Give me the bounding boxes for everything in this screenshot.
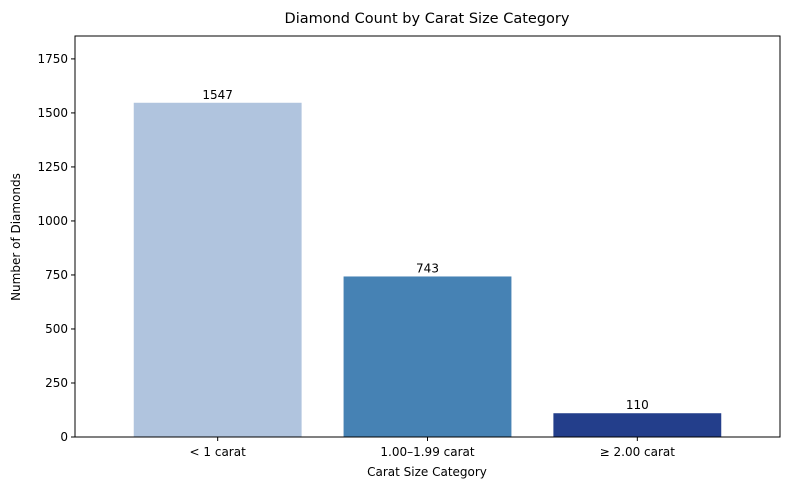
- bars-group: 1547 743 110: [133, 88, 722, 437]
- y-tick-label-4: 1000: [37, 214, 68, 228]
- chart-title: Diamond Count by Carat Size Category: [285, 11, 570, 27]
- y-axis-label: Number of Diamonds: [9, 173, 23, 301]
- y-tick-label-3: 750: [45, 268, 68, 282]
- bar-1: [343, 276, 512, 437]
- bar-value-label-2: 110: [626, 398, 649, 412]
- x-axis: < 1 carat 1.00–1.99 carat ≥ 2.00 carat: [190, 437, 676, 459]
- y-tick-label-7: 1750: [37, 52, 68, 66]
- x-tick-label-1: 1.00–1.99 carat: [380, 445, 474, 459]
- bar-2: [553, 413, 722, 437]
- y-tick-label-6: 1500: [37, 106, 68, 120]
- y-tick-label-1: 250: [45, 376, 68, 390]
- x-axis-label: Carat Size Category: [367, 465, 487, 479]
- x-tick-label-2: ≥ 2.00 carat: [600, 445, 676, 459]
- y-axis: 0 250 500 750 1000 1250 1500 1750: [37, 52, 75, 444]
- bar-value-label-0: 1547: [202, 88, 233, 102]
- y-tick-label-5: 1250: [37, 160, 68, 174]
- bar-value-label-1: 743: [416, 261, 439, 275]
- y-tick-label-2: 500: [45, 322, 68, 336]
- plot-frame: [74, 35, 781, 438]
- y-tick-label-0: 0: [60, 430, 68, 444]
- x-tick-label-0: < 1 carat: [190, 445, 247, 459]
- bar-0: [133, 102, 302, 437]
